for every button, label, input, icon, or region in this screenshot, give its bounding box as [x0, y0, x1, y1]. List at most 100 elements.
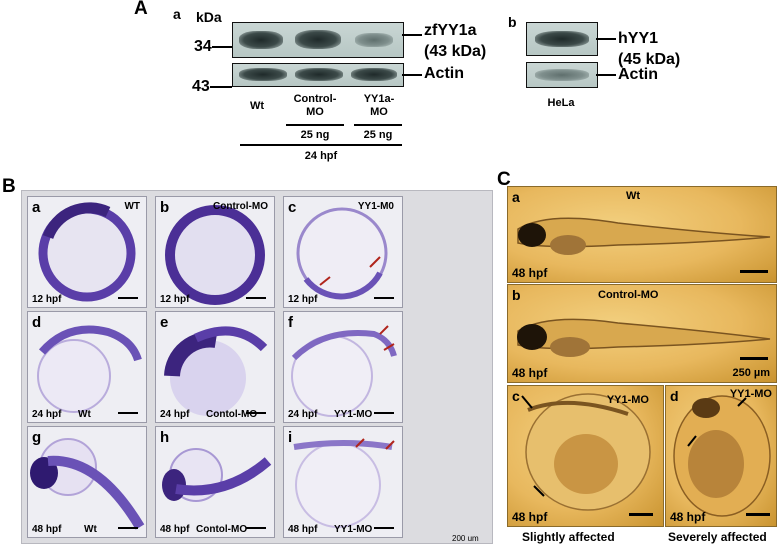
- dose-label-yy1a: 25 ng: [363, 129, 393, 141]
- black-arrow-icon: [737, 397, 747, 407]
- panel-c-label: C: [497, 169, 511, 190]
- b-tile-e: e Contol-MO 24 hpf: [155, 311, 275, 423]
- blot-band: [239, 68, 287, 81]
- tile-stage: 12 hpf: [288, 294, 318, 305]
- actin-blot-b: [526, 62, 598, 88]
- b-tile-i: i YY1-MO 48 hpf: [283, 426, 403, 538]
- lane-label-yy1a-mo: YY1a- MO: [363, 93, 395, 118]
- embryo-yy1mo-12hpf: [296, 207, 388, 300]
- tile-tag: YY1-M0: [357, 201, 394, 212]
- scale-label: 250 µm: [732, 367, 770, 379]
- tile-letter: d: [32, 314, 42, 331]
- blot-band: [295, 68, 343, 81]
- b-tile-a: a WT 12 hpf: [27, 196, 147, 308]
- blot-band: [295, 30, 341, 49]
- kda-unit-label: kDa: [196, 9, 222, 25]
- tile-letter: e: [160, 314, 169, 331]
- scale-bar: [118, 412, 138, 414]
- lane-label-control-mo: Control- MO: [293, 93, 337, 118]
- tile-stage: 48 hpf: [160, 524, 190, 535]
- black-arrow-icon: [521, 395, 533, 409]
- hela-label: HeLa: [547, 97, 575, 109]
- scale-bar: [374, 412, 394, 414]
- actin-pointer-a: [402, 74, 422, 76]
- b-scale-label: 200 um: [452, 534, 479, 543]
- hyy1-label: hYY1: [618, 30, 659, 47]
- panel-a-sub-b-label: b: [508, 14, 517, 30]
- marker-43-tick: [210, 86, 232, 88]
- red-arrow-icon: [383, 343, 395, 351]
- tile-stage: 48 hpf: [670, 510, 706, 524]
- tile-tag: YY1-MO: [729, 388, 772, 400]
- b-tile-f: f YY1-MO 24 hpf: [283, 311, 403, 423]
- c-tile-c: c YY1-MO 48 hpf: [507, 385, 664, 527]
- scale-bar: [740, 357, 768, 360]
- b-tile-h: h Contol-MO 48 hpf: [155, 426, 275, 538]
- dose-bracket-yy1a: [354, 124, 402, 126]
- b-tile-b: b Control-MO 12 hpf: [155, 196, 275, 308]
- scale-bar: [118, 527, 138, 529]
- hyy1-pointer: [596, 38, 616, 40]
- tile-tag: Control-MO: [598, 289, 659, 301]
- tile-letter: a: [32, 199, 41, 216]
- dose-bracket-control: [286, 124, 344, 126]
- tile-stage: 48 hpf: [32, 524, 62, 535]
- b-tile-c: c YY1-M0 12 hpf: [283, 196, 403, 308]
- tile-tag: Wt: [84, 524, 97, 535]
- embryo-control-24hpf: [164, 326, 268, 416]
- tile-tag: WT: [124, 201, 140, 212]
- blot-band: [535, 69, 589, 81]
- black-arrow-icon: [687, 435, 697, 447]
- tile-letter: a: [512, 189, 520, 205]
- hyy1-blot: [526, 22, 598, 56]
- scale-bar: [118, 297, 138, 299]
- tile-stage: 12 hpf: [160, 294, 190, 305]
- embryo-wt-48hpf: [30, 438, 145, 530]
- black-arrow-icon: [533, 485, 545, 497]
- tile-letter: b: [512, 287, 521, 303]
- zfyy1a-pointer: [402, 34, 422, 36]
- tile-stage: 24 hpf: [32, 409, 62, 420]
- tile-tag: YY1-MO: [334, 409, 373, 420]
- c-caption-slight: Slightly affected: [522, 530, 615, 544]
- tile-letter: h: [160, 429, 170, 446]
- dose-label-control: 25 ng: [300, 129, 330, 141]
- red-arrow-icon: [369, 256, 381, 268]
- tile-tag: Wt: [78, 409, 91, 420]
- embryo-yy1mo-24hpf: [291, 325, 397, 417]
- panel-a-sub-a-label: a: [173, 6, 181, 22]
- b-tile-d: d Wt 24 hpf: [27, 311, 147, 423]
- marker-34-label: 34: [194, 38, 212, 55]
- timepoint-label: 24 hpf: [304, 150, 338, 162]
- red-arrow-icon: [319, 276, 331, 286]
- marker-34-tick: [212, 46, 234, 48]
- scale-bar: [740, 270, 768, 273]
- larva-slightly-affected: [521, 393, 651, 511]
- tile-tag: YY1-MO: [606, 394, 649, 406]
- tile-letter: b: [160, 199, 170, 216]
- marker-43-label: 43: [192, 78, 210, 95]
- larva-severely-affected: [673, 395, 771, 517]
- scale-bar: [374, 297, 394, 299]
- embryo-wt-12hpf: [38, 202, 136, 302]
- tile-tag: Contol-MO: [196, 524, 248, 535]
- blot-band: [535, 31, 589, 47]
- tile-tag: Control-MO: [213, 201, 268, 212]
- actin-pointer-b: [596, 74, 616, 76]
- zfyy1a-size-label: (43 kDa): [424, 43, 487, 60]
- lane-label-wt: Wt: [249, 100, 265, 112]
- panel-b-label: B: [2, 176, 16, 197]
- tile-letter: c: [512, 388, 520, 404]
- embryo-yy1mo-48hpf: [293, 438, 395, 528]
- tile-stage: 48 hpf: [512, 510, 548, 524]
- scale-bar: [246, 297, 266, 299]
- actin-label-a: Actin: [424, 65, 464, 82]
- timepoint-bracket: [240, 144, 402, 146]
- actin-blot-a: [232, 63, 404, 87]
- red-arrow-icon: [379, 325, 389, 335]
- c-tile-b: b Control-MO 48 hpf 250 µm: [507, 284, 777, 383]
- scale-bar: [746, 513, 770, 516]
- larva-wt: [517, 217, 771, 255]
- tile-stage: 24 hpf: [160, 409, 190, 420]
- embryo-control-48hpf: [162, 448, 272, 502]
